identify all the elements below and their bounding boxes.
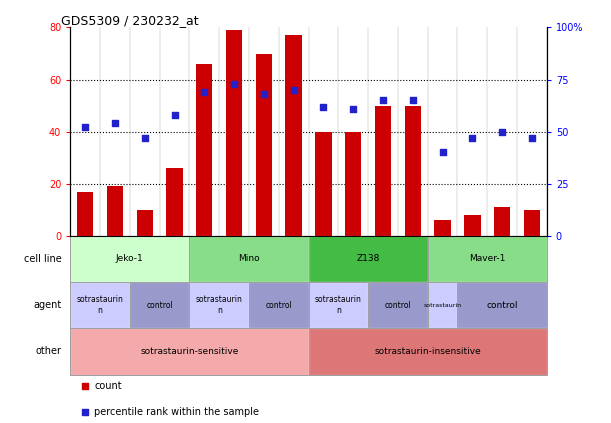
Text: sotrastaurin
n: sotrastaurin n [196, 296, 243, 315]
Bar [70, 282, 130, 328]
Bar [130, 282, 189, 328]
Text: GDS5309 / 230232_at: GDS5309 / 230232_at [60, 14, 199, 27]
Bar [70, 282, 130, 328]
Text: control: control [486, 301, 518, 310]
Bar [494, 207, 510, 236]
Bar [226, 30, 243, 236]
Point [229, 80, 239, 87]
Bar [189, 236, 309, 282]
Text: sotrastaurin
n: sotrastaurin n [76, 296, 123, 315]
Bar [368, 282, 428, 328]
Point [318, 103, 328, 110]
Bar [255, 54, 272, 236]
Text: control: control [384, 301, 411, 310]
Point [170, 112, 180, 118]
Bar [249, 282, 309, 328]
Bar [375, 106, 391, 236]
Bar [77, 192, 93, 236]
Bar [428, 236, 547, 282]
Bar [458, 282, 547, 328]
Bar [464, 215, 481, 236]
Bar [315, 132, 332, 236]
Text: agent: agent [33, 300, 61, 310]
Text: sotrastaurin-sensitive: sotrastaurin-sensitive [140, 347, 239, 356]
Bar [309, 236, 428, 282]
Bar [166, 168, 183, 236]
Point [199, 89, 209, 96]
Bar [434, 220, 451, 236]
Point [467, 135, 477, 141]
Bar [107, 186, 123, 236]
Bar [196, 64, 213, 236]
Point [140, 135, 150, 141]
Text: control: control [146, 301, 173, 310]
Text: percentile rank within the sample: percentile rank within the sample [94, 407, 259, 417]
Bar [70, 236, 189, 282]
Bar [428, 282, 458, 328]
Text: control: control [265, 301, 292, 310]
Bar [524, 210, 540, 236]
Bar [189, 282, 249, 328]
Bar [70, 328, 309, 375]
Point [289, 87, 299, 93]
Point [79, 408, 89, 415]
Text: Maver-1: Maver-1 [469, 254, 505, 264]
Text: count: count [94, 381, 122, 391]
Bar [70, 328, 309, 375]
Point [378, 97, 388, 104]
Bar [249, 282, 309, 328]
Point [497, 128, 507, 135]
Bar [345, 132, 362, 236]
Bar [70, 236, 189, 282]
Bar [458, 282, 547, 328]
Point [80, 124, 90, 131]
Bar [136, 210, 153, 236]
Bar [189, 282, 249, 328]
Text: other: other [35, 346, 61, 357]
Bar [368, 282, 428, 328]
Text: Jeko-1: Jeko-1 [116, 254, 144, 264]
Text: Mino: Mino [238, 254, 260, 264]
Bar [285, 35, 302, 236]
Bar [404, 106, 421, 236]
Bar [309, 328, 547, 375]
Bar [428, 282, 458, 328]
Point [79, 383, 89, 390]
Text: sotrastaurin: sotrastaurin [423, 303, 462, 308]
Text: sotrastaurin
n: sotrastaurin n [315, 296, 362, 315]
Point [408, 97, 418, 104]
Bar [309, 282, 368, 328]
Point [348, 105, 358, 112]
Bar [189, 236, 309, 282]
Text: cell line: cell line [24, 254, 61, 264]
Bar [428, 236, 547, 282]
Point [527, 135, 537, 141]
Text: sotrastaurin-insensitive: sotrastaurin-insensitive [375, 347, 481, 356]
Bar [309, 236, 428, 282]
Bar [309, 282, 368, 328]
Point [259, 91, 269, 98]
Text: Z138: Z138 [356, 254, 380, 264]
Point [437, 149, 447, 156]
Bar [309, 328, 547, 375]
Bar [130, 282, 189, 328]
Point [110, 120, 120, 126]
